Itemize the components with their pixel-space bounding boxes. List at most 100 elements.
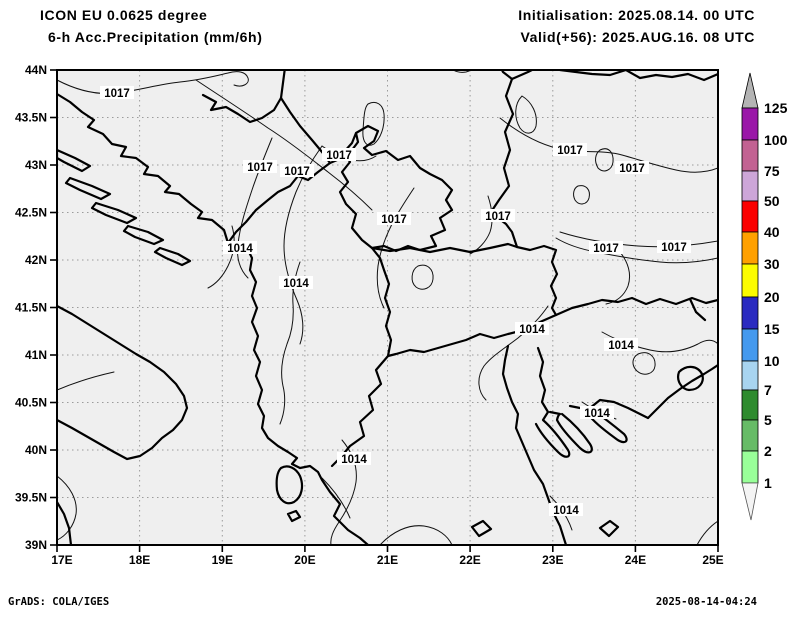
isobar-label: 1017	[657, 240, 691, 254]
svg-text:1017: 1017	[326, 150, 352, 162]
svg-text:1014: 1014	[283, 278, 309, 290]
colorbar-tick-label: 20	[764, 289, 780, 305]
kosovo-border	[328, 124, 454, 253]
thasos-island	[677, 365, 704, 392]
colorbar-cell	[741, 231, 759, 265]
isobar-label: 1017	[377, 212, 411, 226]
valid-time: Valid(+56): 2025.AUG.16. 08 UTC	[520, 29, 755, 45]
italy-heel-coastline	[57, 304, 189, 461]
lon-tick-label: 20E	[294, 553, 315, 567]
serbia-montenegro-border	[226, 96, 332, 245]
lon-tick-label: 23E	[542, 553, 563, 567]
grads-credit: GrADS: COLA/IGES	[8, 596, 110, 608]
svg-text:1017: 1017	[557, 145, 583, 157]
lat-tick-label: 43.5N	[15, 111, 47, 125]
colorbar-cell	[741, 360, 759, 391]
colorbar-tick-label: 10	[764, 353, 780, 369]
colorbar-tick-label: 75	[764, 163, 780, 179]
isobar-label: 1017	[553, 143, 587, 157]
colorbar-tick-label: 1	[764, 475, 772, 491]
svg-text:1017: 1017	[247, 162, 273, 174]
svg-text:1017: 1017	[485, 211, 511, 223]
latitude-axis: 44N 43.5N 43N 42.5N 42N 41.5N 41N 40.5N …	[15, 63, 47, 552]
svg-text:1017: 1017	[104, 88, 130, 100]
creation-timestamp: 2025-08-14-04:24	[655, 596, 757, 608]
serbia-bulgaria-border	[489, 77, 519, 249]
isobar-label: 1014	[549, 503, 583, 517]
lat-tick-label: 39N	[25, 538, 47, 552]
aegean-islets	[470, 519, 620, 538]
lat-tick-label: 41.5N	[15, 301, 47, 315]
lon-tick-label: 17E	[51, 553, 72, 567]
lon-tick-label: 24E	[625, 553, 646, 567]
isobar-label: 1014	[223, 241, 257, 255]
greece-bulgaria-border	[554, 296, 718, 322]
isobar-label: 1017	[615, 161, 649, 175]
danube-border	[500, 70, 718, 82]
isobar-label: 1014	[580, 406, 614, 420]
precip-colorbar: 125 100 75 50 40 30 20 15 10 7 5 2 1	[741, 72, 788, 521]
isobar-label: 1017	[322, 148, 356, 162]
svg-text:1017: 1017	[381, 214, 407, 226]
svg-text:1014: 1014	[584, 408, 610, 420]
lon-tick-label: 21E	[377, 553, 398, 567]
isobar-label: 1014	[515, 322, 549, 336]
colorbar-tick-label: 100	[764, 132, 788, 148]
svg-text:1017: 1017	[284, 166, 310, 178]
chalkidiki-coastline	[534, 346, 650, 458]
adriatic-coastline	[57, 92, 370, 545]
bosnia-serbia-border	[201, 70, 286, 124]
axis-ticks	[50, 69, 719, 552]
colorbar-tick-label: 50	[764, 193, 780, 209]
lat-tick-label: 40.5N	[15, 396, 47, 410]
svg-text:1014: 1014	[519, 324, 545, 336]
isobar-contours	[57, 70, 718, 545]
svg-text:1017: 1017	[593, 243, 619, 255]
colorbar-overflow-arrow	[741, 72, 759, 109]
colorbar-tick-label: 7	[764, 382, 772, 398]
colorbar-cell	[741, 389, 759, 421]
longitude-axis: 17E 18E 19E 20E 21E 22E 23E 24E 25E	[51, 553, 723, 567]
lon-tick-label: 25E	[702, 553, 723, 567]
svg-text:1014: 1014	[227, 243, 253, 255]
isobar-label: 1014	[337, 452, 371, 466]
isobar-label: 1017	[589, 241, 623, 255]
corfu-island	[275, 465, 304, 523]
svg-text:1014: 1014	[608, 340, 634, 352]
lon-tick-label: 22E	[459, 553, 480, 567]
svg-text:1017: 1017	[619, 163, 645, 175]
isobar-label: 1017	[481, 209, 515, 223]
isobar-label: 1017	[100, 86, 134, 100]
colorbar-underflow-arrow	[741, 482, 759, 521]
lat-tick-label: 44N	[25, 63, 47, 77]
svg-text:1014: 1014	[553, 505, 579, 517]
calabria-coastline	[57, 500, 73, 545]
lat-tick-label: 43N	[25, 158, 47, 172]
colorbar-tick-label: 125	[764, 100, 788, 116]
svg-text:1017: 1017	[661, 242, 687, 254]
colorbar-cell	[741, 263, 759, 298]
colorbar-cell	[741, 296, 759, 330]
lat-tick-label: 39.5N	[15, 491, 47, 505]
colorbar-tick-label: 40	[764, 224, 780, 240]
lat-tick-label: 40N	[25, 443, 47, 457]
colorbar-cell	[741, 107, 759, 141]
colorbar-tick-label: 30	[764, 256, 780, 272]
lat-tick-label: 42N	[25, 253, 47, 267]
colorbar-tick-label: 15	[764, 321, 780, 337]
colorbar-cell	[741, 170, 759, 202]
colorbar-cell	[741, 328, 759, 362]
isobar-labels: 1017 1017 1017 1017 1017 1017 1017 1017 …	[100, 86, 691, 517]
colorbar-tick-label: 5	[764, 412, 772, 428]
colorbar-cell	[741, 419, 759, 452]
svg-text:1014: 1014	[341, 454, 367, 466]
isobar-label: 1014	[279, 276, 313, 290]
isobar-label: 1017	[243, 160, 277, 174]
product-title: 6-h Acc.Precipitation (mm/6h)	[48, 29, 263, 45]
colorbar-cell	[741, 450, 759, 484]
model-title: ICON EU 0.0625 degree	[40, 7, 208, 23]
isobar-label: 1017	[280, 164, 314, 178]
initialisation-time: Initialisation: 2025.08.14. 00 UTC	[518, 7, 755, 23]
